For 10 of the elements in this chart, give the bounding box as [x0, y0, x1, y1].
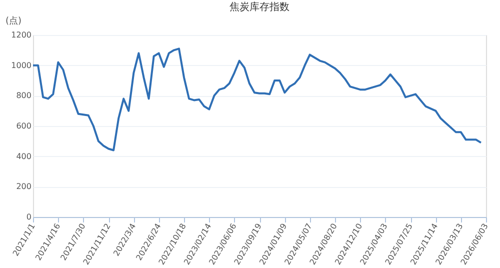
y-axis-title: (点)	[6, 16, 22, 26]
y-tick-label: 0	[26, 212, 32, 222]
y-tick-label: 1000	[11, 60, 32, 70]
line-series	[32, 48, 482, 152]
y-tick-label: 600	[16, 122, 32, 130]
y-tick-label: 800	[16, 91, 32, 100]
chart-title: 焦炭库存指数	[230, 1, 290, 13]
y-tick-label: 400	[16, 152, 32, 161]
y-tick-label: 200	[16, 182, 32, 192]
y-tick-label: 1200	[11, 30, 32, 40]
